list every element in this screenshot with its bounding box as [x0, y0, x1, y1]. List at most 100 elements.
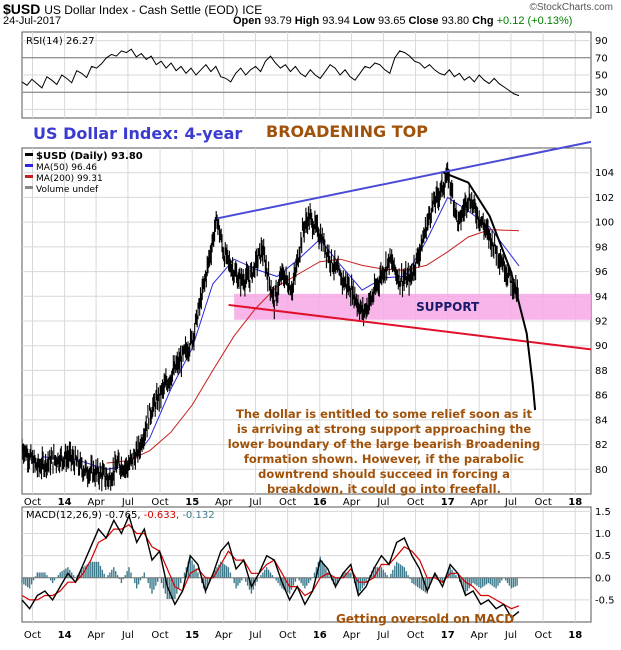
price-xtick-1: 14	[58, 497, 72, 508]
price-ytick-0: 80	[595, 465, 608, 476]
price-note: The dollar is entitled to some relief so…	[228, 407, 541, 496]
price-legend-1: MA(50) 96.46	[36, 163, 97, 173]
price-ytick-11: 102	[595, 193, 614, 204]
price-ytick-5: 90	[595, 341, 608, 352]
ohlc-readout: Open 93.79 High 93.94 Low 93.65 Close 93…	[233, 15, 572, 27]
macd-xtick-13: 17	[441, 630, 455, 641]
price-xtick-9: 16	[313, 497, 327, 508]
price-ytick-6: 92	[595, 317, 608, 328]
price-xtick-11: Jul	[376, 497, 389, 508]
broadening-top-label: BROADENING TOP	[266, 122, 428, 141]
ma200-line	[106, 229, 520, 464]
price-ytick-10: 100	[595, 218, 614, 229]
macd-annotation: Getting oversold on MACD	[336, 612, 514, 626]
price-ytick-4: 88	[595, 366, 608, 377]
price-xtick-3: Jul	[121, 497, 134, 508]
macd-xtick-6: Apr	[215, 630, 233, 641]
macd-xtick-16: Oct	[534, 630, 551, 641]
price-legend-swatch-3	[25, 186, 33, 189]
price-ytick-1: 82	[595, 440, 608, 451]
parabolic-downtrend	[443, 171, 537, 411]
rsi-ytick-1: 30	[595, 88, 608, 99]
price-note-line-4: downtrend should succeed in forcing a	[258, 467, 510, 481]
macd-legend-signal: -0.633,	[141, 510, 180, 521]
rsi-ytick-3: 70	[595, 53, 608, 64]
price-xtick-13: 17	[441, 497, 455, 508]
macd-signal-line	[21, 523, 520, 610]
price-note-line-1: is arriving at strong support approachin…	[237, 422, 531, 436]
chg-value: +0.12 (+0.13%)	[496, 15, 573, 27]
price-xtick-5: 15	[185, 497, 199, 508]
price-note-line-5: breakdown, it could go into freefall.	[267, 482, 501, 496]
macd-xtick-4: Oct	[151, 630, 168, 641]
price-xtick-6: Apr	[215, 497, 233, 508]
high-label: High	[294, 15, 320, 27]
macd-ytick-3: 0.0	[595, 573, 611, 584]
support-zone	[234, 293, 591, 320]
chart-date: 24-Jul-2017	[3, 15, 62, 27]
close-value: 93.80	[441, 15, 470, 27]
price-ytick-9: 98	[595, 242, 608, 253]
rsi-legend: RSI(14) 26.27	[26, 36, 95, 47]
price-xtick-16: Oct	[534, 497, 551, 508]
macd-ytick-1: 1.0	[595, 529, 611, 540]
symbol-description: US Dollar Index - Cash Settle (EOD)	[44, 3, 239, 17]
close-label: Close	[408, 15, 439, 27]
macd-xtick-11: Jul	[376, 630, 389, 641]
macd-xtick-2: Apr	[87, 630, 105, 641]
price-xtick-8: Oct	[279, 497, 296, 508]
macd-xtick-15: Jul	[504, 630, 517, 641]
macd-xtick-5: 15	[185, 630, 199, 641]
macd-legend-hist: -0.132	[179, 510, 214, 521]
open-value: 93.79	[264, 15, 292, 27]
macd-xtick-1: 14	[58, 630, 72, 641]
macd-xtick-7: Jul	[248, 630, 261, 641]
macd-xtick-14: Apr	[471, 630, 489, 641]
symbol: $USD	[3, 1, 41, 17]
price-legend-0: $USD (Daily) 93.80	[36, 151, 143, 162]
low-label: Low	[352, 15, 375, 27]
price-legend-3: Volume undef	[36, 185, 99, 195]
high-value: 93.94	[322, 15, 350, 27]
chg-label: Chg	[472, 15, 494, 27]
support-zone-label: SUPPORT	[416, 300, 480, 314]
macd-ytick-0: 1.5	[595, 507, 611, 518]
broadening-top-upper-trendline	[216, 140, 591, 220]
macd-xtick-0: Oct	[24, 630, 41, 641]
rsi-ytick-0: 10	[595, 105, 608, 116]
macd-legend-macd: MACD(12,26,9) -0.765,	[26, 510, 141, 521]
macd-legend: MACD(12,26,9) -0.765, -0.633, -0.132	[26, 510, 215, 521]
macd-ytick-4: -0.5	[595, 595, 615, 606]
price-xtick-15: Jul	[504, 497, 517, 508]
stockcharts-brand: ©StockCharts.com	[529, 2, 613, 13]
price-ytick-7: 94	[595, 292, 608, 303]
low-value: 93.65	[377, 15, 406, 27]
symbol-header: $USD US Dollar Index - Cash Settle (EOD)…	[3, 1, 262, 17]
price-xtick-7: Jul	[248, 497, 261, 508]
rsi-ytick-2: 50	[595, 71, 608, 82]
price-xtick-4: Oct	[151, 497, 168, 508]
macd-xtick-8: Oct	[279, 630, 296, 641]
price-legend-swatch-1	[25, 164, 33, 167]
macd-xtick-10: Apr	[343, 630, 361, 641]
price-xtick-0: Oct	[24, 497, 41, 508]
price-ytick-8: 96	[595, 267, 608, 278]
price-ytick-3: 86	[595, 391, 608, 402]
open-label: Open	[233, 15, 262, 27]
price-xtick-12: Oct	[407, 497, 424, 508]
price-note-line-0: The dollar is entitled to some relief so…	[236, 407, 532, 421]
macd-xtick-12: Oct	[407, 630, 424, 641]
macd-xtick-17: 18	[568, 630, 582, 641]
price-ytick-12: 104	[595, 168, 614, 179]
price-note-line-3: formation shown. However, if the parabol…	[244, 452, 524, 466]
rsi-ytick-4: 90	[595, 36, 608, 47]
macd-xtick-3: Jul	[121, 630, 134, 641]
price-legend-swatch-2	[25, 175, 33, 178]
macd-line	[21, 513, 520, 619]
price-ytick-2: 84	[595, 415, 608, 426]
price-note-line-2: lower boundary of the large bearish Broa…	[228, 437, 541, 451]
price-bars	[22, 162, 519, 492]
price-xtick-2: Apr	[87, 497, 105, 508]
price-xtick-10: Apr	[343, 497, 361, 508]
